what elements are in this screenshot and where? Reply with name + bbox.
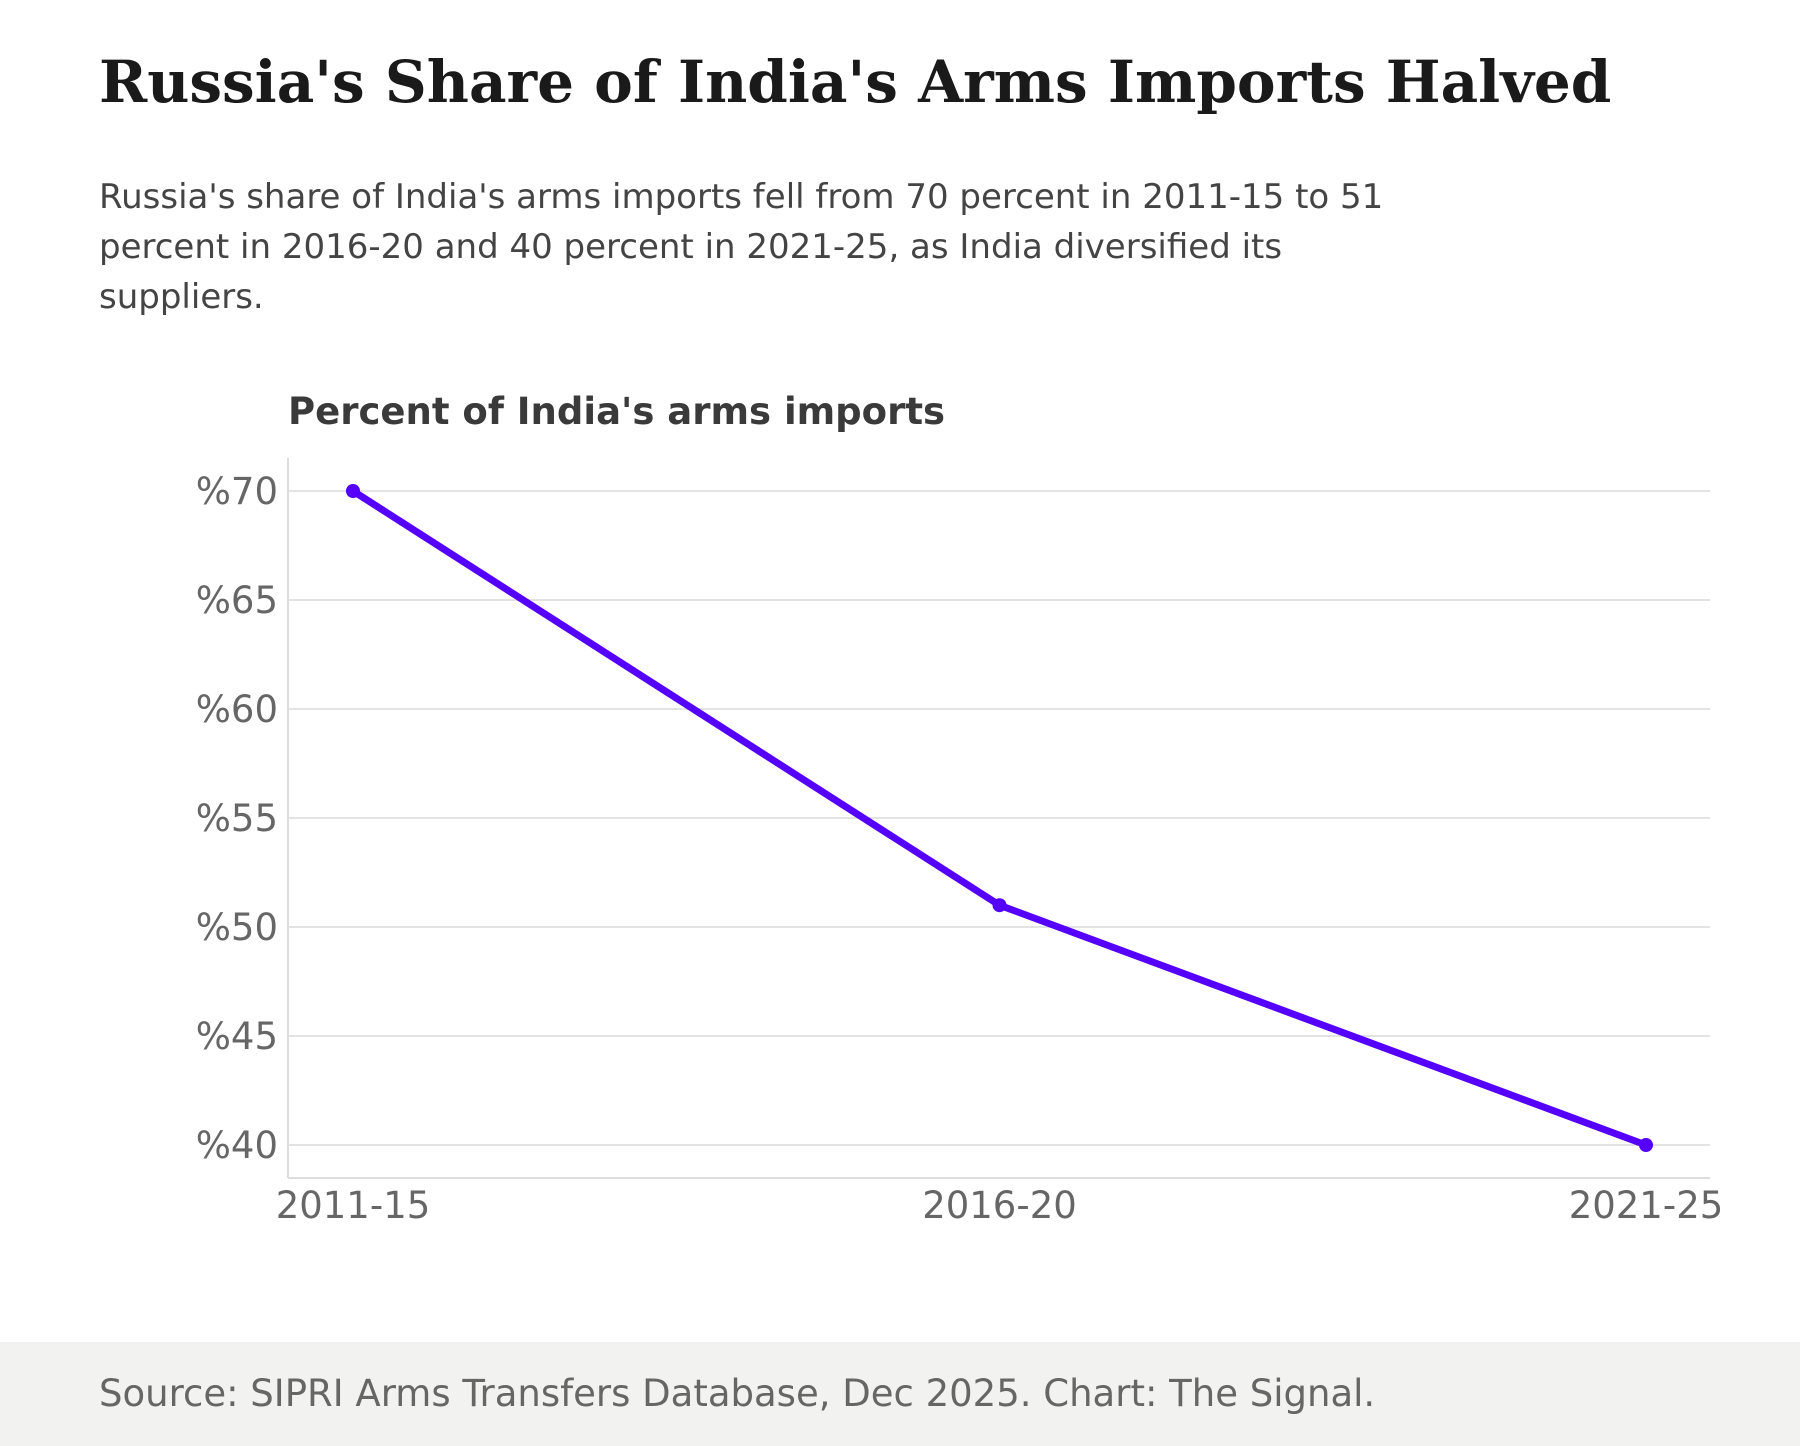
line-chart: Percent of India's arms imports %70 %65 %6… <box>196 390 1724 1227</box>
y-tick-label: %45 <box>196 1015 278 1058</box>
y-tick-label: %50 <box>196 906 278 949</box>
y-tick-label: %55 <box>196 797 278 840</box>
page-subtitle: Russia's share of India's arms imports f… <box>99 177 1384 317</box>
y-tick-label: %70 <box>196 470 278 513</box>
y-tick-label: %65 <box>196 579 278 622</box>
data-point <box>992 898 1007 913</box>
x-tick-label: 2011-15 <box>276 1184 431 1227</box>
x-tick-label: 2021-25 <box>1569 1184 1724 1227</box>
x-tick-label: 2016-20 <box>922 1184 1077 1227</box>
footer: Source: SIPRI Arms Transfers Database, D… <box>0 1342 1800 1446</box>
page-title: Russia's Share of India's Arms Imports H… <box>99 48 1612 116</box>
y-tick-labels: %70 %65 %60 %55 %50 %45 %40 <box>196 470 278 1167</box>
source-note: Source: SIPRI Arms Transfers Database, D… <box>99 1372 1376 1415</box>
data-point <box>1639 1138 1653 1152</box>
axes <box>287 458 1710 1179</box>
chart-title: Percent of India's arms imports <box>288 390 945 433</box>
y-tick-label: %60 <box>196 688 278 731</box>
y-tick-label: %40 <box>196 1124 278 1167</box>
x-tick-labels: 2011-15 2016-20 2021-25 <box>276 1184 1724 1227</box>
data-point <box>346 484 360 498</box>
series <box>346 484 1653 1152</box>
